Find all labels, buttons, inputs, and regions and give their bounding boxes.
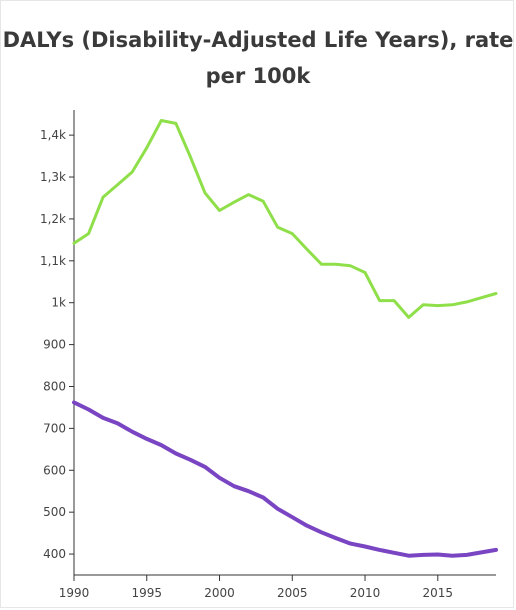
chart-title: DALYs (Disability-Adjusted Life Years), … (2, 28, 514, 88)
x-tick-label: 1990 (59, 586, 90, 600)
x-tick-label: 2005 (277, 586, 308, 600)
y-tick-label: 1,4k (40, 128, 66, 142)
x-tick-label: 1995 (131, 586, 162, 600)
series-layer (72, 119, 498, 558)
x-tick-label: 2000 (204, 586, 235, 600)
x-tick-label: 2015 (423, 586, 454, 600)
y-tick-label: 700 (43, 421, 66, 435)
x-tick-label: 2010 (350, 586, 381, 600)
x-axis: 1990 1995 2000 2005 2010 2015 (59, 574, 496, 600)
y-tick-label: 900 (43, 338, 66, 352)
series-line-1 (72, 119, 498, 319)
y-tick-label: 1k (51, 296, 66, 310)
y-tick-label: 500 (43, 505, 66, 519)
y-tick-label: 400 (43, 547, 66, 561)
y-tick-label: 600 (43, 463, 66, 477)
y-tick-label: 1,3k (40, 170, 66, 184)
series-line-2 (72, 400, 498, 558)
y-tick-label: 800 (43, 379, 66, 393)
y-axis: 400 500 600 700 800 900 1k 1,1k 1,2k 1,3k 1,4k (40, 110, 75, 575)
y-tick-label: 1,2k (40, 212, 66, 226)
y-tick-label: 1,1k (40, 254, 66, 268)
